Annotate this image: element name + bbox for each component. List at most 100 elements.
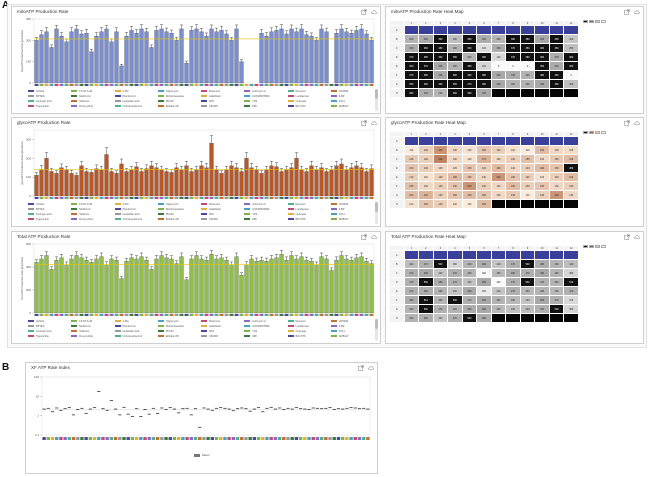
legend-item[interactable]: Koningic acid xyxy=(28,329,69,333)
heatmap-cell[interactable] xyxy=(490,250,507,260)
heatmap-cell[interactable]: 140 xyxy=(519,181,536,191)
legend-item[interactable]: Dichloroacetate xyxy=(157,94,199,98)
heatmap-cell[interactable]: 200 xyxy=(432,145,449,155)
legend-item[interactable]: Vehicle xyxy=(28,202,69,206)
legend-item[interactable]: Shikonin xyxy=(71,329,112,333)
legend-item[interactable]: Etomoxir xyxy=(287,319,329,323)
heatmap-cell[interactable]: 125 xyxy=(563,145,579,155)
heatmap-cell[interactable]: 380 xyxy=(461,34,478,44)
heatmap-cell[interactable]: 160 xyxy=(476,199,492,209)
heatmap-cell[interactable]: 380 xyxy=(534,70,550,80)
glyco-scrollbar[interactable] xyxy=(375,202,378,224)
heatmap-cell[interactable]: 330 xyxy=(418,88,434,98)
export-icon[interactable] xyxy=(361,9,367,15)
heatmap-cell[interactable]: 350 xyxy=(534,61,550,71)
heatmap-cell[interactable]: 360 xyxy=(432,34,449,44)
heatmap-cell[interactable] xyxy=(490,199,507,209)
heatmap-cell[interactable]: 300 xyxy=(403,34,420,44)
heatmap-cell[interactable]: 140 xyxy=(505,154,521,164)
legend-item[interactable]: WZB117 xyxy=(330,104,372,108)
heatmap-cell[interactable]: 160 xyxy=(534,163,550,173)
heatmap-cell[interactable] xyxy=(490,88,507,98)
legend-item[interactable]: CB-839 xyxy=(201,334,242,338)
heatmap-cell[interactable]: 145 xyxy=(548,154,565,164)
heatmap-cell[interactable]: 460 xyxy=(548,277,565,287)
heatmap-cell[interactable]: 110 xyxy=(519,190,536,200)
heatmap-cell[interactable]: 500 xyxy=(447,295,463,305)
heatmap-cell[interactable]: 130 xyxy=(505,163,521,173)
heatmap-cell[interactable]: 470 xyxy=(505,277,521,287)
heatmap-cell[interactable] xyxy=(534,199,550,209)
legend-item[interactable]: Doxycycline xyxy=(71,104,112,108)
heatmap-cell[interactable]: 160 xyxy=(461,190,478,200)
legend-item[interactable]: Heptelidic acid xyxy=(114,99,156,103)
legend-item[interactable]: Antimycin A xyxy=(244,319,285,323)
heatmap-cell[interactable] xyxy=(548,25,565,35)
heatmap-cell[interactable]: 370 xyxy=(505,43,521,53)
heatmap-cell[interactable]: 490 xyxy=(476,277,492,287)
heatmap-cell[interactable]: 500 xyxy=(519,259,536,269)
heatmap-cell[interactable]: 130 xyxy=(447,145,463,155)
heatmap-cell[interactable] xyxy=(548,136,565,146)
heatmap-cell[interactable]: 350 xyxy=(447,52,463,62)
heatmap-cell[interactable] xyxy=(490,25,507,35)
heatmap-cell[interactable]: 350 xyxy=(403,79,420,89)
legend-item[interactable]: 2-DG xyxy=(114,202,156,206)
legend-item[interactable]: PFK15 xyxy=(157,329,199,333)
heatmap-cell[interactable]: 470 xyxy=(505,259,521,269)
heatmap-cell[interactable]: 350 xyxy=(548,34,565,44)
legend-item[interactable]: Ethidium Br xyxy=(157,334,199,338)
heatmap-cell[interactable]: 470 xyxy=(505,286,521,296)
legend-item[interactable]: Rotenone xyxy=(201,319,242,323)
legend-item[interactable]: 3-BP xyxy=(330,94,372,98)
heatmap-cell[interactable]: 490 xyxy=(534,268,550,278)
heatmap-cell[interactable]: 150 xyxy=(548,163,565,173)
heatmap-cell[interactable]: 500 xyxy=(418,304,434,314)
heatmap-cell[interactable]: 360 xyxy=(418,43,434,53)
heatmap-cell[interactable] xyxy=(563,313,579,323)
legend-item[interactable]: BAY-876 xyxy=(287,217,329,221)
heatmap-cell[interactable]: 150 xyxy=(461,172,478,182)
legend-item[interactable]: Metformin xyxy=(71,207,112,211)
heatmap-cell[interactable]: 370 xyxy=(461,79,478,89)
heatmap-cell[interactable]: 200 xyxy=(461,181,478,191)
legend-item[interactable]: UK5099 xyxy=(330,89,372,93)
heatmap-cell[interactable] xyxy=(490,313,507,323)
heatmap-cell[interactable]: 360 xyxy=(403,61,420,71)
legend-item[interactable]: 3PO xyxy=(201,329,242,333)
legend-item[interactable]: Chloramphenicol xyxy=(114,217,156,221)
heatmap-cell[interactable]: 470 xyxy=(461,295,478,305)
heatmap-cell[interactable]: 0 xyxy=(519,61,536,71)
heatmap-cell[interactable]: 380 xyxy=(447,259,463,269)
heatmap-cell[interactable]: 120 xyxy=(403,199,420,209)
heatmap-cell[interactable]: 150 xyxy=(476,190,492,200)
heatmap-cell[interactable] xyxy=(534,88,550,98)
heatmap-cell[interactable]: 380 xyxy=(418,79,434,89)
heatmap-cell[interactable]: 155 xyxy=(403,181,420,191)
legend-item[interactable]: 2-DG xyxy=(114,319,156,323)
heatmap-cell[interactable]: 140 xyxy=(432,172,449,182)
legend-item[interactable]: 3-BP xyxy=(330,207,372,211)
heatmap-cell[interactable]: 200 xyxy=(490,172,507,182)
heatmap-cell[interactable]: 140 xyxy=(563,181,579,191)
heatmap-cell[interactable] xyxy=(548,199,565,209)
legend-item[interactable]: Galloflavin xyxy=(201,94,242,98)
heatmap-cell[interactable]: 340 xyxy=(418,34,434,44)
heatmap-cell[interactable]: 330 xyxy=(490,43,507,53)
legend-item[interactable]: Oligomycin xyxy=(157,89,199,93)
legend-item[interactable]: UK5099 xyxy=(330,202,372,206)
heatmap-cell[interactable]: 140 xyxy=(432,181,449,191)
legend-item[interactable]: FCCP 1uM xyxy=(71,89,112,93)
heatmap-cell[interactable]: 110 xyxy=(403,145,420,155)
heatmap-cell[interactable]: 500 xyxy=(548,304,565,314)
heatmap-cell[interactable]: 480 xyxy=(505,268,521,278)
heatmap-cell[interactable]: 360 xyxy=(461,43,478,53)
heatmap-cell[interactable]: 120 xyxy=(505,145,521,155)
heatmap-cell[interactable]: 290 xyxy=(490,34,507,44)
heatmap-cell[interactable]: 500 xyxy=(418,277,434,287)
heatmap-cell[interactable]: 460 xyxy=(548,268,565,278)
heatmap-cell[interactable]: 160 xyxy=(447,172,463,182)
heatmap-cell[interactable] xyxy=(447,250,463,260)
legend-item[interactable]: Koningic acid xyxy=(28,212,69,216)
heatmap-cell[interactable]: 130 xyxy=(418,181,434,191)
